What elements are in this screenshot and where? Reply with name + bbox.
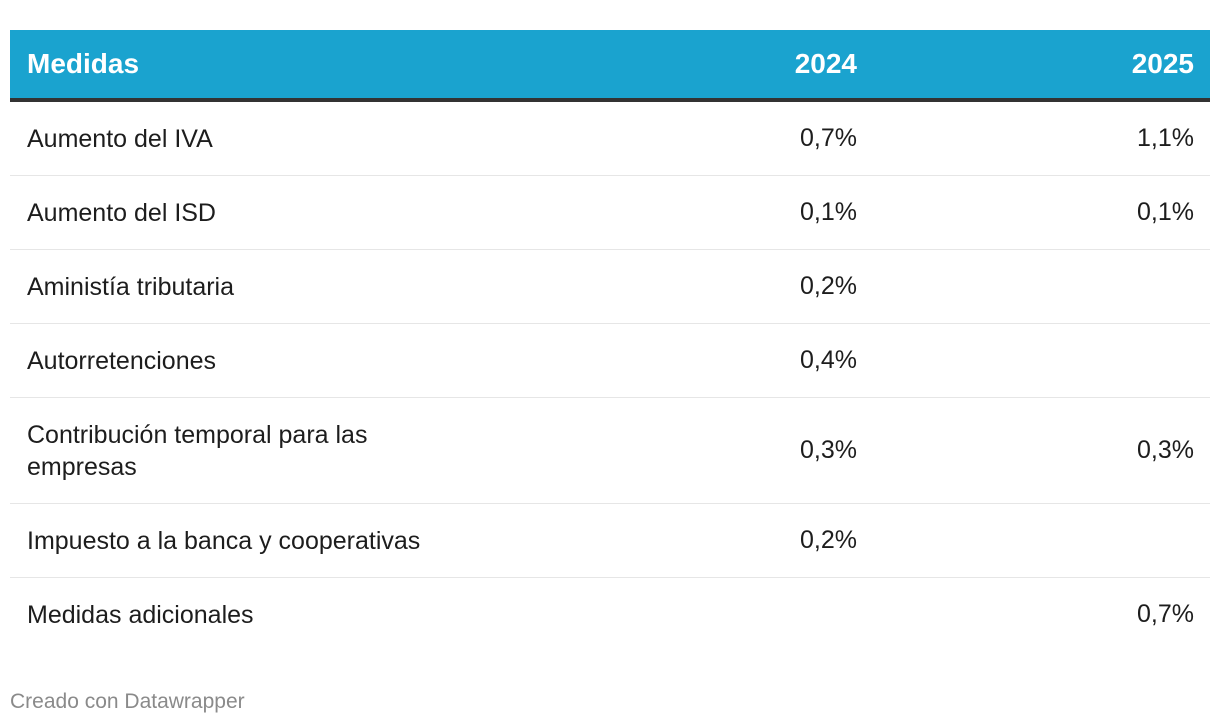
table-row: Impuesto a la banca y cooperativas 0,2%: [10, 504, 1210, 578]
row-label: Aministía tributaria: [27, 272, 235, 301]
row-label: Aumento del IVA: [27, 124, 213, 153]
cell-2024: 0,1%: [800, 198, 857, 226]
row-label: Medidas adicionales: [27, 600, 254, 629]
cell-2024: 0,2%: [800, 272, 857, 300]
cell-2025: 0,1%: [1137, 198, 1194, 226]
cell-2024: 0,2%: [800, 526, 857, 554]
cell-2024: 0,4%: [800, 346, 857, 374]
table-row: Contribución temporal para las empresas …: [10, 398, 1210, 504]
row-label: Autorretenciones: [27, 346, 217, 375]
table-row: Aumento del ISD 0,1% 0,1%: [10, 176, 1210, 250]
row-label: Aumento del ISD: [27, 198, 216, 227]
cell-2025: 0,7%: [1137, 600, 1194, 628]
header-2025: 2025: [1131, 48, 1194, 79]
cell-2025: 1,1%: [1137, 124, 1194, 152]
cell-2024: 0,7%: [800, 124, 857, 152]
header-medidas: Medidas: [27, 48, 140, 79]
cell-2024: 0,3%: [800, 436, 857, 464]
table-row: Aumento del IVA 0,7% 1,1%: [10, 102, 1210, 176]
table-row: Medidas adicionales 0,7%: [10, 578, 1210, 651]
row-label: Contribución temporal para las empresas: [27, 420, 368, 481]
row-label: Impuesto a la banca y cooperativas: [27, 526, 421, 555]
datawrapper-credit: Creado con Datawrapper: [10, 690, 245, 713]
table-row: Aministía tributaria 0,2%: [10, 250, 1210, 324]
data-table: Medidas 2024 2025 Aumento del IVA 0,7% 1…: [10, 30, 1210, 651]
header-2024: 2024: [794, 48, 857, 79]
cell-2025: 0,3%: [1137, 436, 1194, 464]
table-header: Medidas 2024 2025: [10, 30, 1210, 102]
table-row: Autorretenciones 0,4%: [10, 324, 1210, 398]
